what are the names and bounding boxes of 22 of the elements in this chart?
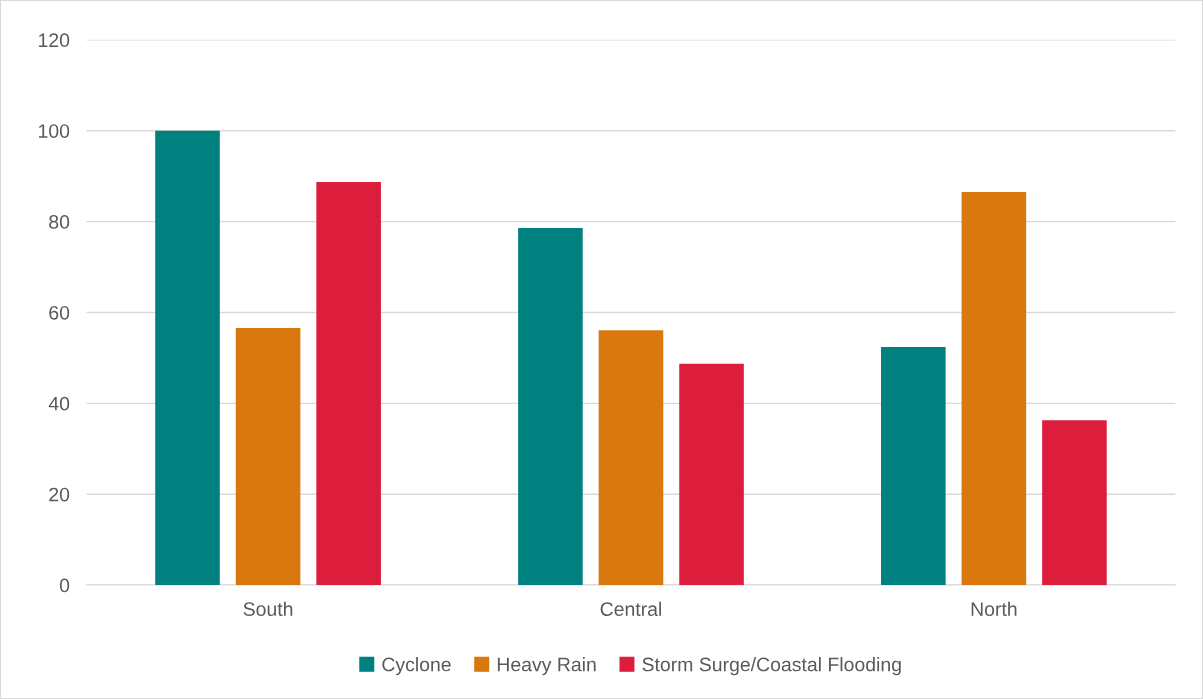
- y-tick-label: 40: [48, 396, 70, 411]
- y-tick-label: 120: [38, 33, 70, 48]
- bar: [1042, 420, 1107, 586]
- bar: [155, 130, 220, 586]
- bar: [961, 192, 1027, 586]
- legend-label: Storm Surge/Coastal Flooding: [642, 657, 901, 676]
- bar: [316, 182, 381, 586]
- y-tick-label: 20: [49, 487, 70, 502]
- y-tick-label: 60: [49, 305, 70, 320]
- bar: [518, 227, 583, 586]
- y-tick-label: 80: [49, 215, 70, 229]
- bar: [881, 346, 946, 586]
- legend-label: Cyclone: [382, 657, 451, 676]
- x-tick-label: Central: [600, 601, 662, 617]
- y-tick-label: 100: [38, 124, 70, 138]
- x-tick-label: South: [243, 601, 293, 617]
- bar: [679, 363, 744, 586]
- bar: [235, 327, 301, 586]
- y-tick-label: 0: [59, 578, 70, 593]
- bar: [598, 330, 664, 586]
- x-tick-label: North: [971, 601, 1017, 617]
- legend-label: Heavy Rain: [497, 657, 596, 676]
